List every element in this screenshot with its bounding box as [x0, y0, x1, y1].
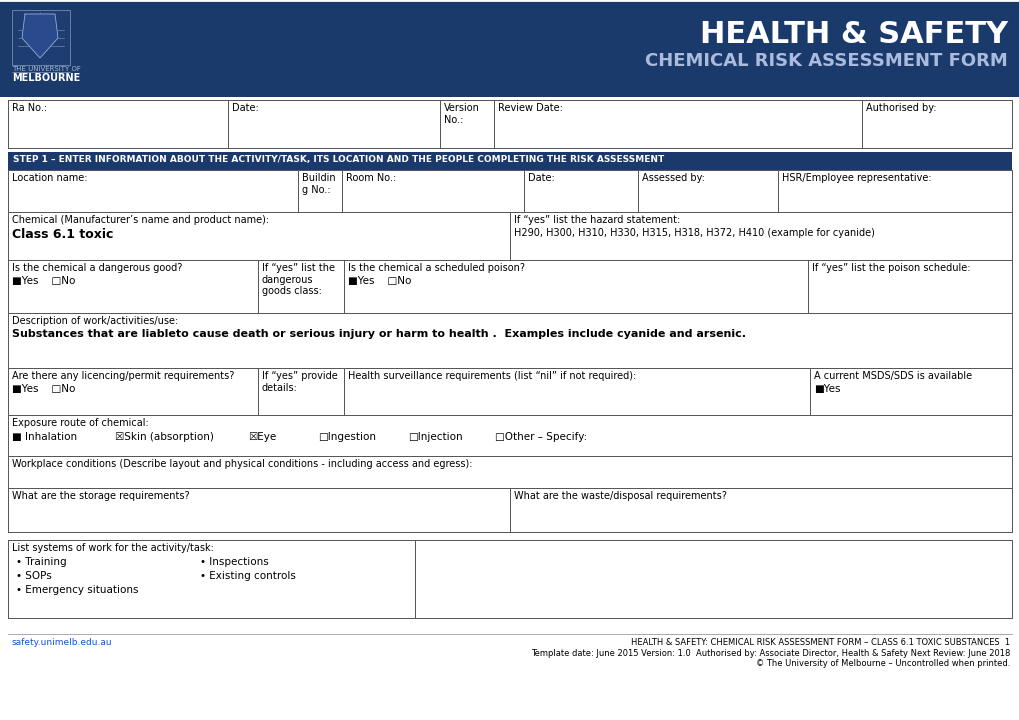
Text: ■Yes    □No: ■Yes □No — [12, 384, 75, 394]
Text: Description of work/activities/use:: Description of work/activities/use: — [12, 316, 178, 326]
Text: Date:: Date: — [528, 173, 554, 183]
Bar — [8, 456, 1011, 488]
Bar — [8, 488, 1011, 532]
Bar — [8, 100, 1011, 148]
Text: Substances that are liableto cause death or serious injury or harm to health .  : Substances that are liableto cause death… — [12, 329, 745, 339]
Text: Exposure route of chemical:: Exposure route of chemical: — [12, 418, 149, 428]
Bar — [258, 260, 343, 313]
Text: Template date: June 2015 Version: 1.0  Authorised by: Associate Director, Health: Template date: June 2015 Version: 1.0 Au… — [530, 649, 1009, 658]
Bar — [8, 540, 1011, 618]
Text: Is the chemical a scheduled poison?: Is the chemical a scheduled poison? — [347, 263, 525, 273]
Bar — [8, 212, 510, 260]
Bar — [8, 260, 1011, 313]
Text: • SOPs: • SOPs — [16, 571, 52, 581]
Bar — [8, 170, 1011, 212]
Bar — [637, 170, 777, 212]
Text: • Training: • Training — [16, 557, 66, 567]
Text: Is the chemical a dangerous good?: Is the chemical a dangerous good? — [12, 263, 182, 273]
Text: Assessed by:: Assessed by: — [641, 173, 704, 183]
Text: Room No.:: Room No.: — [345, 173, 395, 183]
Text: • Inspections: • Inspections — [200, 557, 268, 567]
Bar — [8, 100, 228, 148]
Bar — [8, 488, 510, 532]
Polygon shape — [22, 14, 58, 58]
Bar — [228, 100, 439, 148]
Text: Workplace conditions (Describe layout and physical conditions - including access: Workplace conditions (Describe layout an… — [12, 459, 472, 469]
Text: HEALTH & SAFETY: CHEMICAL RISK ASSESSMENT FORM – CLASS 6.1 TOXIC SUBSTANCES  1: HEALTH & SAFETY: CHEMICAL RISK ASSESSMEN… — [631, 638, 1009, 647]
Text: • Emergency situations: • Emergency situations — [16, 585, 139, 595]
Text: Date:: Date: — [231, 103, 259, 113]
Text: A current MSDS/SDS is available: A current MSDS/SDS is available — [813, 371, 971, 381]
Text: ■Yes    □No: ■Yes □No — [347, 276, 411, 286]
Bar — [809, 368, 1011, 415]
Text: MELBOURNE: MELBOURNE — [12, 73, 81, 83]
Bar — [343, 260, 807, 313]
Bar — [0, 0, 1019, 97]
Text: Chemical (Manufacturer’s name and product name):: Chemical (Manufacturer’s name and produc… — [12, 215, 269, 225]
Bar — [8, 540, 415, 618]
Bar — [524, 170, 637, 212]
Text: HSR/Employee representative:: HSR/Employee representative: — [782, 173, 930, 183]
Text: safety.unimelb.edu.au: safety.unimelb.edu.au — [12, 638, 112, 647]
Text: Buildin
g No.:: Buildin g No.: — [302, 173, 335, 194]
Bar — [8, 260, 258, 313]
Text: STEP 1 – ENTER INFORMATION ABOUT THE ACTIVITY/TASK, ITS LOCATION AND THE PEOPLE : STEP 1 – ENTER INFORMATION ABOUT THE ACT… — [13, 155, 663, 164]
Text: What are the waste/disposal requirements?: What are the waste/disposal requirements… — [514, 491, 727, 501]
Bar — [510, 212, 1011, 260]
Text: Review Date:: Review Date: — [497, 103, 562, 113]
Bar — [777, 170, 1011, 212]
Bar — [8, 368, 258, 415]
Bar — [8, 313, 1011, 368]
Text: CHEMICAL RISK ASSESSMENT FORM: CHEMICAL RISK ASSESSMENT FORM — [645, 52, 1007, 70]
Text: □Injection: □Injection — [408, 432, 463, 442]
Text: Authorised by:: Authorised by: — [865, 103, 935, 113]
Text: ■Yes: ■Yes — [813, 384, 840, 394]
Text: ☒Eye: ☒Eye — [248, 432, 276, 442]
Bar — [493, 100, 861, 148]
Text: If “yes” provide
details:: If “yes” provide details: — [262, 371, 337, 392]
Bar — [415, 540, 1011, 618]
Bar — [8, 212, 1011, 260]
Bar — [510, 488, 1011, 532]
Text: □Ingestion: □Ingestion — [318, 432, 376, 442]
Bar — [807, 260, 1011, 313]
Text: © The University of Melbourne – Uncontrolled when printed.: © The University of Melbourne – Uncontro… — [755, 659, 1009, 668]
Text: • Existing controls: • Existing controls — [200, 571, 296, 581]
Text: If “yes” list the
dangerous
goods class:: If “yes” list the dangerous goods class: — [262, 263, 334, 296]
Bar — [8, 415, 1011, 456]
Text: Version
No.:: Version No.: — [443, 103, 479, 125]
Text: Health surveillance requirements (list “nil” if not required):: Health surveillance requirements (list “… — [347, 371, 636, 381]
Text: H290, H300, H310, H330, H315, H318, H372, H410 (example for cyanide): H290, H300, H310, H330, H315, H318, H372… — [514, 228, 874, 238]
Text: What are the storage requirements?: What are the storage requirements? — [12, 491, 190, 501]
Text: □Other – Specify:: □Other – Specify: — [494, 432, 587, 442]
Bar — [341, 170, 524, 212]
Bar — [8, 152, 1011, 170]
Text: Location name:: Location name: — [12, 173, 88, 183]
Text: If “yes” list the poison schedule:: If “yes” list the poison schedule: — [811, 263, 969, 273]
Text: ■ Inhalation: ■ Inhalation — [12, 432, 77, 442]
Bar — [258, 368, 343, 415]
Text: Are there any licencing/permit requirements?: Are there any licencing/permit requireme… — [12, 371, 234, 381]
Text: Class 6.1 toxic: Class 6.1 toxic — [12, 228, 113, 241]
Text: If “yes” list the hazard statement:: If “yes” list the hazard statement: — [514, 215, 680, 225]
Bar — [12, 10, 70, 65]
Text: ■Yes    □No: ■Yes □No — [12, 276, 75, 286]
Text: Ra No.:: Ra No.: — [12, 103, 47, 113]
Text: ☒Skin (absorption): ☒Skin (absorption) — [115, 432, 214, 442]
Bar — [8, 368, 1011, 415]
Bar — [8, 170, 298, 212]
Bar — [343, 368, 809, 415]
Text: HEALTH & SAFETY: HEALTH & SAFETY — [699, 20, 1007, 49]
Bar — [861, 100, 1011, 148]
Bar — [298, 170, 341, 212]
Bar — [439, 100, 493, 148]
Text: THE UNIVERSITY OF: THE UNIVERSITY OF — [12, 66, 81, 72]
Text: List systems of work for the activity/task:: List systems of work for the activity/ta… — [12, 543, 214, 553]
